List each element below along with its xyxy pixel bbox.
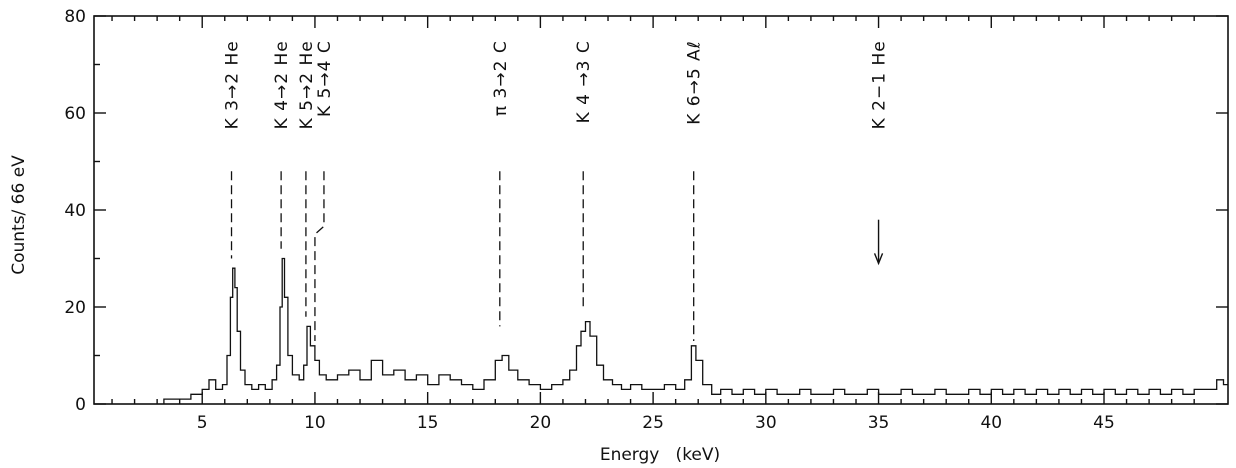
peak-label: K 3→2 He — [223, 40, 243, 129]
y-axis-label: Counts/ 66 eV — [9, 155, 29, 275]
x-tick-label: 5 — [197, 413, 208, 433]
plot-frame — [93, 15, 1229, 405]
plot-area-border — [93, 15, 1229, 405]
x-tick-label: 40 — [980, 413, 1002, 433]
peak-annotation-k43c: K 4 →3 C — [574, 40, 594, 307]
x-tick-label: 10 — [304, 413, 326, 433]
x-tick-label: 30 — [755, 413, 777, 433]
peak-annotation-k54c: K 5→4 C — [314, 40, 335, 341]
peak-annotation-k52he: K 5→2 He — [297, 40, 317, 317]
y-axis: 0 20 40 60 80 — [64, 7, 1228, 415]
spectrum-series-0 — [163, 257, 1228, 404]
peak-label: K 2−1 He — [870, 40, 890, 129]
x-tick-label: 35 — [868, 413, 890, 433]
x-tick-label: 20 — [530, 413, 552, 433]
peak-arrow-head — [873, 253, 884, 266]
peak-leader — [314, 171, 325, 341]
x-axis: 5 10 15 20 25 30 35 40 45 — [111, 16, 1195, 433]
y-tick-label: 40 — [64, 201, 86, 221]
peak-label: π 3→2 C — [491, 40, 511, 116]
annotations: K 3→2 He K 4→2 He K 5→2 HeK 5→4 C π 3→2 C K … — [223, 40, 890, 341]
series-group — [163, 257, 1228, 404]
peak-annotation-k42he: K 4→2 He — [272, 40, 292, 249]
y-tick-label: 0 — [75, 395, 86, 415]
peak-label: K 6→5 Aℓ — [685, 40, 705, 124]
peak-annotation-k32he: K 3→2 He — [223, 40, 243, 259]
peak-label: K 5→4 C — [315, 40, 335, 117]
peak-annotation-pi32c: π 3→2 C — [491, 40, 511, 327]
x-tick-label: 15 — [417, 413, 439, 433]
x-axis-label: Energy (keV) — [600, 445, 720, 465]
y-tick-label: 60 — [64, 104, 86, 124]
x-tick-label: 25 — [642, 413, 664, 433]
peak-label: K 4 →3 C — [574, 40, 594, 123]
peak-label: K 5→2 He — [297, 40, 317, 129]
peak-label: K 4→2 He — [272, 40, 292, 129]
peak-annotation-k65al: K 6→5 Aℓ — [685, 40, 705, 341]
y-tick-label: 80 — [64, 7, 86, 27]
x-tick-label: 45 — [1093, 413, 1115, 433]
y-tick-label: 20 — [64, 298, 86, 318]
peak-annotation-k21he: K 2−1 He — [870, 40, 890, 266]
